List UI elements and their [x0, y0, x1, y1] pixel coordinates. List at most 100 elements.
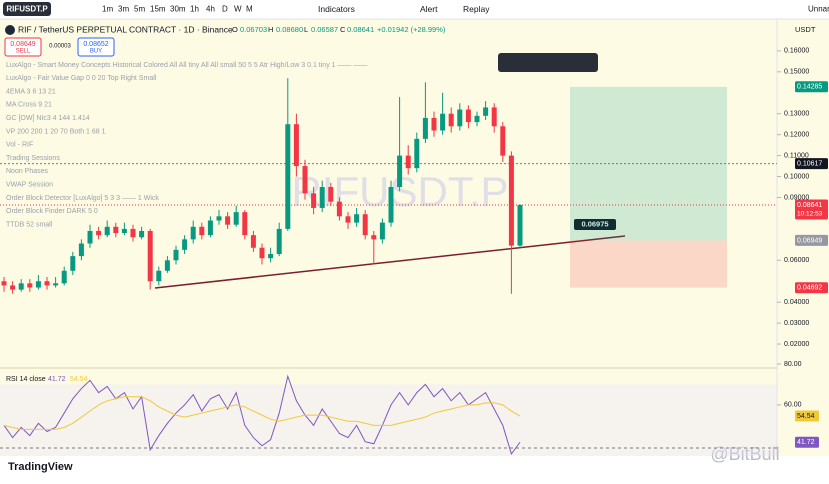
chart-area	[0, 19, 829, 456]
ohlc-label: L	[304, 25, 308, 34]
rsi-band	[0, 384, 777, 456]
entry-price-tag	[795, 234, 828, 246]
indicator-label: 4EMA 3 6 13 21	[6, 88, 56, 95]
target-price-tag	[795, 81, 828, 93]
indicator-label: TTDB 52 small	[6, 221, 53, 228]
candle-body	[147, 230, 153, 282]
candle-body	[465, 109, 471, 123]
sell-button[interactable]	[4, 37, 42, 57]
candle-body	[354, 214, 360, 223]
interval-button[interactable]: M	[246, 5, 253, 14]
interval-button[interactable]: 1m	[102, 5, 113, 14]
candle-body	[10, 285, 16, 290]
rsi-header: RSI 14 close	[6, 376, 46, 383]
change: +0.01942 (+28.99%)	[377, 25, 446, 34]
candle-body	[371, 235, 377, 240]
interval-button[interactable]: 4h	[206, 5, 215, 14]
candle-body	[216, 216, 222, 221]
y-tick-label: 0.15000	[784, 69, 809, 76]
toolbar	[0, 0, 829, 19]
interval-button[interactable]: 3m	[118, 5, 129, 14]
y-tick-label: 80.00	[784, 361, 802, 368]
interval-button[interactable]: 15m	[150, 5, 166, 14]
y-tick-label: 0.04000	[784, 299, 809, 306]
symbol: RIFUSDT.P	[6, 5, 48, 14]
interval-button[interactable]: D	[222, 5, 228, 14]
candle-body	[276, 228, 282, 255]
buy-label: BUY	[90, 49, 102, 55]
candle-body	[104, 226, 110, 236]
candle-body	[225, 216, 231, 225]
alert-button[interactable]: Alert	[420, 4, 438, 14]
countdown: 10:12:53	[797, 211, 823, 218]
indicators-button[interactable]: Indicators	[318, 4, 355, 14]
symbol-button[interactable]	[3, 2, 51, 16]
candle-body	[431, 117, 437, 131]
candle-body	[70, 256, 76, 271]
candle-body	[18, 283, 24, 290]
candle-body	[345, 216, 351, 223]
candle-body	[422, 117, 428, 139]
candle-body	[27, 283, 33, 288]
interval-button[interactable]: 5m	[134, 5, 145, 14]
indicator-label: GC [OW] NIc3 4 144 1.414	[6, 115, 90, 122]
y-tick-label: 0.11000	[784, 152, 809, 159]
brand: TradingView	[8, 461, 73, 473]
buy-button[interactable]	[77, 37, 115, 57]
candle-body	[448, 113, 454, 127]
candle-body	[53, 283, 59, 286]
replay-button[interactable]: Replay	[463, 4, 490, 14]
indicator-label: LuxAlgo - Fair Value Gap 0 0 20 Top Righ…	[6, 75, 157, 82]
buy-price: 0.08652	[83, 41, 108, 48]
candle-body	[44, 281, 50, 286]
y-tick-label: 0.09000	[784, 194, 809, 201]
indicator-label: Trading Sessions	[6, 155, 60, 162]
line-price-tag	[795, 158, 828, 170]
sell-label: SELL	[16, 49, 31, 55]
indicator-label: Vol - RIF	[6, 142, 33, 149]
line-price: 0.10617	[797, 160, 822, 167]
y-tick-label: 0.03000	[784, 320, 809, 327]
chart-title: RIF / TetherUS PERPETUAL CONTRACT · 1D ·…	[18, 24, 233, 34]
indicator-label: Noon Phases	[6, 168, 49, 175]
ohlc: O 0.06703 H 0.08680 L 0.06587 C 0.08641 +0.0…	[232, 25, 446, 34]
trendline	[154, 235, 626, 289]
interval-button[interactable]: W	[234, 5, 242, 14]
layout-name[interactable]: Unnam	[808, 5, 829, 14]
candle-body	[319, 187, 325, 208]
candle-body	[508, 155, 514, 246]
candle-body	[379, 222, 385, 240]
candle-body	[199, 226, 205, 236]
interval-button[interactable]: 30m	[170, 5, 186, 14]
rsi-value-tag	[795, 436, 819, 448]
candle-body	[207, 220, 213, 236]
drawing-toolbar[interactable]	[498, 53, 598, 72]
annotation: 0.06975	[581, 219, 608, 228]
candle-body	[156, 270, 162, 282]
candle-body	[405, 155, 411, 169]
indicator-label: Order Block Detector [LuxAlgo] 5 3 3 —— …	[6, 195, 159, 202]
rsi-value: 54.54	[797, 413, 815, 420]
candle-body	[328, 187, 334, 202]
interval-button[interactable]: 1h	[190, 5, 199, 14]
candle-body	[474, 115, 480, 123]
spread: 0.00003	[49, 44, 71, 50]
candle-body	[457, 109, 463, 127]
indicator-label: LuxAlgo - Smart Money Concepts Historica…	[6, 62, 367, 69]
candle-body	[242, 212, 248, 236]
candle-body	[285, 124, 291, 229]
candle-body	[388, 187, 394, 223]
candle-body	[61, 270, 67, 284]
candle-body	[268, 254, 274, 259]
indicator-label: VWAP Session	[6, 182, 53, 189]
rsi-line	[3, 396, 521, 430]
loss-zone	[570, 240, 727, 288]
y-tick-label: 60.00	[784, 402, 802, 409]
ohlc-value: 0.08680	[276, 25, 303, 34]
ohlc-label: H	[268, 25, 273, 34]
candle-body	[483, 107, 489, 116]
candle-body	[173, 249, 179, 261]
candle-body	[233, 212, 239, 225]
candle-body	[302, 166, 308, 194]
